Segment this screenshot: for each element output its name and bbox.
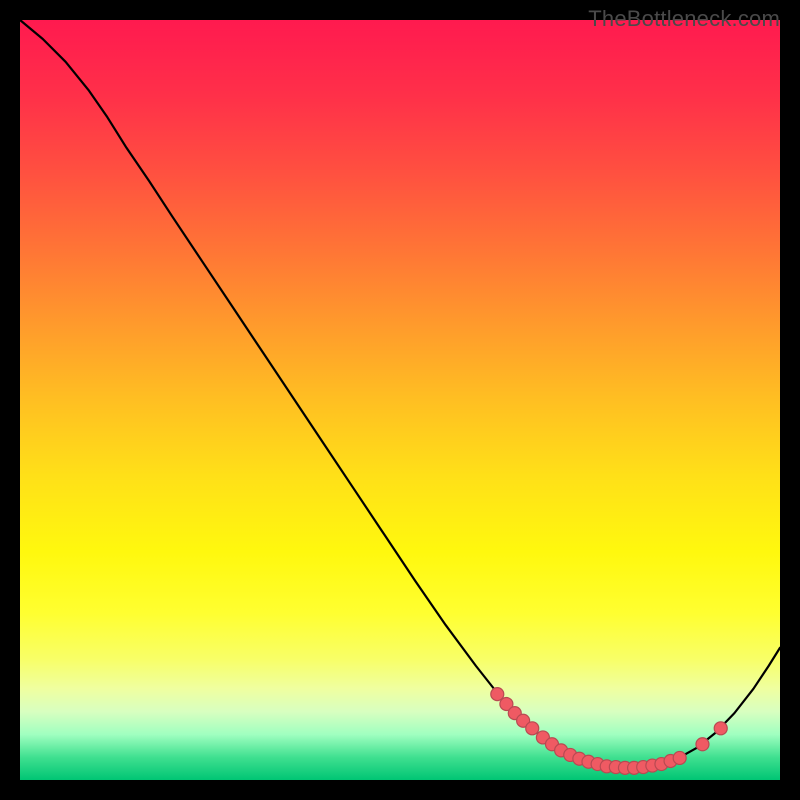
watermark-text: TheBottleneck.com xyxy=(588,6,780,32)
data-marker xyxy=(526,722,539,735)
plot-svg xyxy=(0,0,800,800)
plot-background xyxy=(20,20,780,780)
data-marker xyxy=(673,751,686,764)
chart-container: TheBottleneck.com xyxy=(0,0,800,800)
data-marker xyxy=(696,738,709,751)
data-marker xyxy=(714,722,727,735)
